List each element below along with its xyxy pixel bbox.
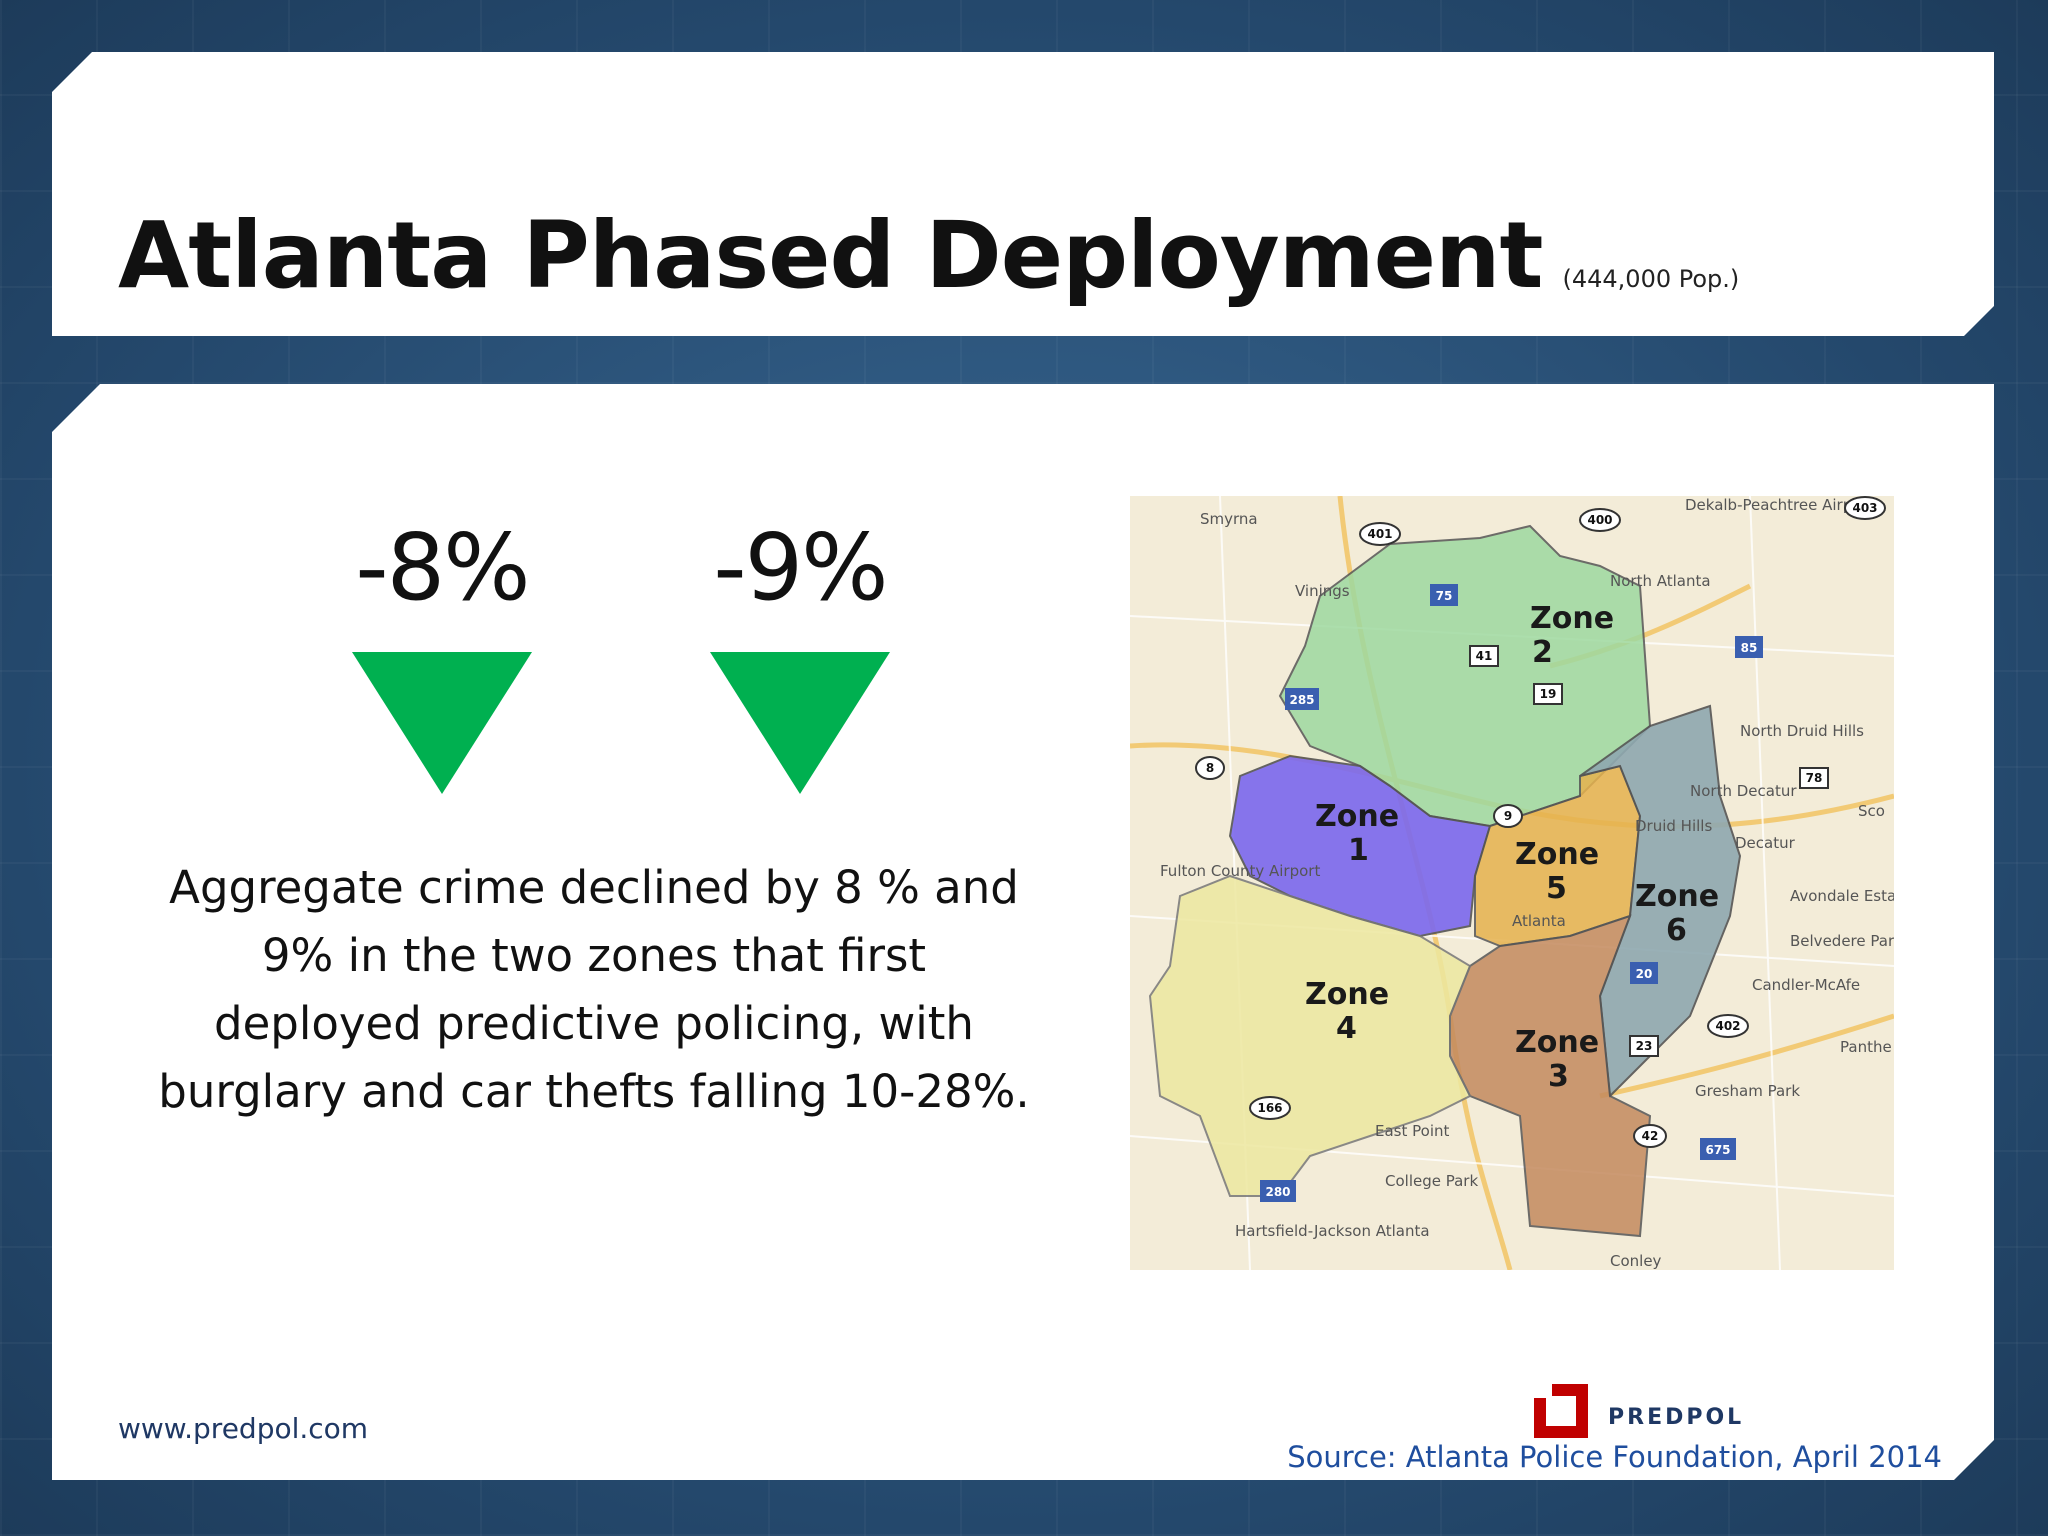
svg-text:400: 400	[1587, 513, 1612, 527]
place-label: Decatur	[1735, 834, 1796, 852]
predpol-logo-icon	[1530, 1380, 1592, 1442]
place-label: Atlanta	[1512, 912, 1566, 930]
place-label: Avondale Estates	[1790, 887, 1894, 905]
zone-map: Zone 2 Zone 1 Zone 5 Zone 6 Zone 4 Zone …	[1130, 496, 1894, 1270]
place-label: Gresham Park	[1695, 1082, 1800, 1100]
place-label: North Decatur	[1690, 782, 1797, 800]
highway-shield: 280	[1260, 1180, 1296, 1202]
zone-map-svg: Zone 2 Zone 1 Zone 5 Zone 6 Zone 4 Zone …	[1130, 496, 1894, 1270]
highway-shield: 42	[1634, 1125, 1666, 1147]
place-label: Dekalb-Peachtree Airport	[1685, 496, 1874, 514]
svg-text:8: 8	[1206, 761, 1214, 775]
highway-shield: 85	[1735, 636, 1763, 658]
place-label: Smyrna	[1200, 510, 1258, 528]
zone-3-number: 3	[1548, 1059, 1569, 1094]
svg-text:42: 42	[1642, 1129, 1659, 1143]
down-arrow-icon	[710, 652, 890, 794]
highway-shield: 402	[1708, 1015, 1748, 1037]
zone-4-label: Zone	[1305, 977, 1389, 1012]
place-label: Druid Hills	[1635, 817, 1712, 835]
svg-text:402: 402	[1715, 1019, 1740, 1033]
source-text: Source: Atlanta Police Foundation, April…	[1287, 1440, 1942, 1474]
highway-shield: 9	[1494, 805, 1522, 827]
highway-shield: 8	[1196, 757, 1224, 779]
svg-text:166: 166	[1257, 1101, 1282, 1115]
zone-6-number: 6	[1666, 913, 1687, 948]
svg-text:19: 19	[1540, 687, 1557, 701]
place-label: Fulton County Airport	[1160, 862, 1320, 880]
svg-text:285: 285	[1289, 693, 1314, 707]
zone-4-area	[1150, 876, 1470, 1196]
zone-4-number: 4	[1336, 1011, 1357, 1046]
predpol-logo: PREDPOL	[1530, 1380, 1744, 1442]
svg-text:675: 675	[1705, 1143, 1730, 1157]
highway-shield: 401	[1360, 523, 1400, 545]
svg-text:403: 403	[1852, 501, 1877, 515]
highway-shield: 19	[1534, 684, 1562, 704]
svg-text:23: 23	[1636, 1039, 1653, 1053]
place-label: Candler-McAfe	[1752, 976, 1860, 994]
stat-zone-b: -9%	[660, 514, 940, 794]
highway-shield: 23	[1630, 1036, 1658, 1056]
svg-text:20: 20	[1636, 967, 1653, 981]
zone-2-number: 2	[1532, 635, 1553, 670]
zone-1-label: Zone	[1315, 799, 1399, 834]
highway-shield: 675	[1700, 1138, 1736, 1160]
content-panel: -8% -9% Aggregate crime declined by 8 % …	[52, 384, 1994, 1480]
zone-1-area	[1230, 756, 1490, 936]
svg-text:41: 41	[1476, 649, 1493, 663]
svg-text:85: 85	[1741, 641, 1758, 655]
zone-1-number: 1	[1348, 833, 1369, 868]
zone-2-label: Zone	[1530, 601, 1614, 636]
place-label: Sco	[1858, 802, 1885, 820]
place-label: Panthe	[1840, 1038, 1892, 1056]
svg-text:78: 78	[1806, 771, 1823, 785]
stat-zone-a: -8%	[302, 514, 582, 794]
highway-shield: 75	[1430, 584, 1458, 606]
zone-5-number: 5	[1546, 871, 1567, 906]
svg-text:280: 280	[1265, 1185, 1290, 1199]
place-label: North Atlanta	[1610, 572, 1711, 590]
place-label: North Druid Hills	[1740, 722, 1864, 740]
place-label: East Point	[1375, 1122, 1449, 1140]
highway-shield: 20	[1630, 962, 1658, 984]
svg-text:401: 401	[1367, 527, 1392, 541]
highway-shield: 78	[1800, 768, 1828, 788]
place-label: Belvedere Park	[1790, 932, 1894, 950]
title-line: Atlanta Phased Deployment (444,000 Pop.)	[118, 202, 1739, 309]
highway-shield: 403	[1845, 497, 1885, 519]
description-text: Aggregate crime declined by 8 % and 9% i…	[158, 861, 1030, 1118]
title-panel: Atlanta Phased Deployment (444,000 Pop.)	[52, 52, 1994, 336]
place-label: Vinings	[1295, 582, 1350, 600]
highway-shield: 41	[1470, 646, 1498, 666]
place-label: College Park	[1385, 1172, 1478, 1190]
zone-6-area	[1580, 706, 1740, 1096]
place-label: Hartsfield-Jackson Atlanta	[1235, 1222, 1430, 1240]
highway-shield: 400	[1580, 509, 1620, 531]
highway-shield: 285	[1285, 688, 1319, 710]
down-arrow-icon	[352, 652, 532, 794]
page-subtitle: (444,000 Pop.)	[1562, 265, 1740, 293]
logo-text: PREDPOL	[1608, 1404, 1745, 1430]
svg-text:9: 9	[1504, 809, 1512, 823]
highway-shield: 166	[1250, 1097, 1290, 1119]
stat-value: -8%	[355, 514, 529, 621]
zone-3-label: Zone	[1515, 1025, 1599, 1060]
zone-6-label: Zone	[1635, 879, 1719, 914]
stat-value: -9%	[713, 514, 887, 621]
page-title: Atlanta Phased Deployment	[118, 202, 1543, 309]
svg-text:75: 75	[1436, 589, 1453, 603]
zone-5-label: Zone	[1515, 837, 1599, 872]
site-url[interactable]: www.predpol.com	[118, 1412, 369, 1445]
place-label: Conley	[1610, 1252, 1662, 1270]
